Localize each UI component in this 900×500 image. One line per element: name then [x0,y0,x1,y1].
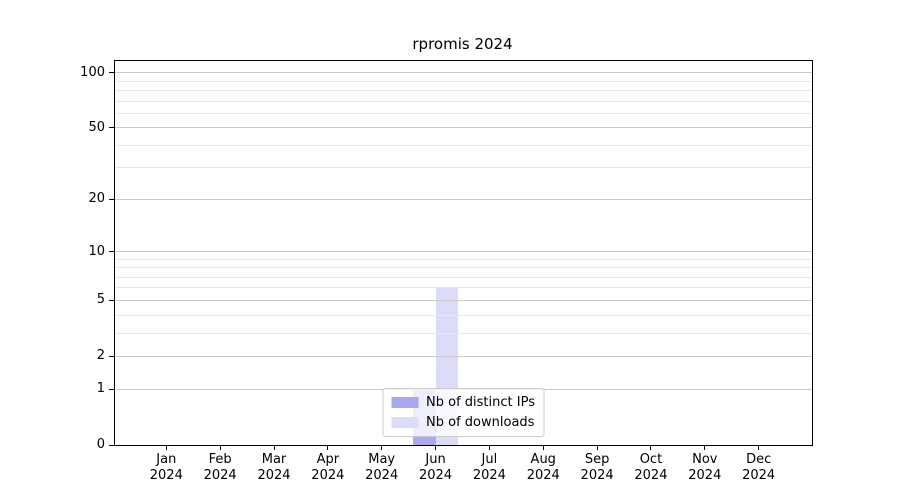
y-tick-mark [109,388,114,390]
y-tick-label: 100 [80,64,105,80]
x-tick-year: 2024 [257,468,291,483]
x-tick-year: 2024 [472,468,506,483]
x-tick-year: 2024 [365,468,399,483]
y-tick-mark [109,127,114,129]
chart-title: rpromis 2024 [412,35,513,53]
x-tick-month: Mar [261,452,287,467]
legend-swatch [391,397,419,408]
x-tick-mark [596,445,598,450]
x-tick-mark [381,445,383,450]
x-tick-month: Jun [425,452,446,467]
y-tick-mark [109,72,114,74]
x-tick-month: May [368,452,396,467]
x-tick-mark [165,445,167,450]
y-tick-label: 50 [88,119,105,135]
plot-area: 0 1 2 5 10 20 50 100 Jan 2024 Feb 2024 Mar 2024 Apr 202… [80,60,813,483]
legend-entry: Nb of downloads [391,414,535,431]
y-tick-mark [109,251,114,252]
x-tick-year: 2024 [526,468,560,483]
x-tick-mark [650,445,652,450]
x-tick-year: 2024 [634,468,668,483]
x-tick-label: Oct 2024 [623,452,679,484]
x-tick-label: Apr 2024 [300,452,356,484]
x-tick-year: 2024 [688,468,722,483]
y-tick-label: 5 [96,292,105,308]
y-tick-mark [109,355,114,357]
y-tick-mark [109,198,114,200]
legend: Nb of distinct IPs Nb of downloads [382,388,545,437]
x-tick-year: 2024 [203,468,237,483]
x-tick-mark [758,445,760,450]
y-tick-label: 0 [96,437,105,452]
x-tick-label: Sep 2024 [569,452,625,484]
x-tick-mark [542,445,544,450]
x-tick-year: 2024 [580,468,614,483]
x-tick-label: Dec 2024 [731,452,787,484]
x-tick-label: Aug 2024 [515,452,571,484]
x-tick-month: Oct [639,452,663,467]
x-tick-month: Dec [746,452,772,467]
y-tick-label: 2 [96,348,105,364]
x-tick-month: Jan [156,452,177,467]
x-tick-mark [219,445,221,450]
legend-entry: Nb of distinct IPs [391,394,535,411]
x-tick-month: Feb [208,452,232,467]
x-tick-mark [273,445,275,450]
y-tick-label: 1 [96,381,105,397]
x-tick-label: Jun 2024 [408,452,464,484]
x-tick-month: Jul [481,452,498,467]
x-tick-year: 2024 [419,468,453,483]
x-tick-month: Nov [692,452,718,467]
x-tick-month: Aug [530,452,556,467]
y-tick-mark [109,299,114,301]
x-tick-year: 2024 [311,468,345,483]
axes-ticks-layer: 0 1 2 5 10 20 50 100 Jan 2024 Feb 2024 Mar 2024 Apr 202… [80,61,812,483]
x-tick-label: Feb 2024 [192,452,248,484]
legend-swatch [391,417,419,428]
x-tick-year: 2024 [149,468,183,483]
x-tick-month: Sep [584,452,610,467]
x-tick-label: Jul 2024 [461,452,517,484]
y-tick-mark [109,444,114,446]
legend-label: Nb of distinct IPs [426,395,535,410]
x-tick-label: Mar 2024 [246,452,302,484]
x-tick-label: Jan 2024 [138,452,194,484]
x-tick-mark [704,445,706,450]
y-tick-label: 20 [88,191,105,207]
y-tick-label: 10 [88,243,105,259]
x-tick-label: May 2024 [354,452,410,484]
x-tick-year: 2024 [742,468,776,483]
x-tick-mark [435,445,437,450]
x-tick-mark [488,445,490,450]
x-tick-mark [327,445,329,450]
x-tick-label: Nov 2024 [677,452,733,484]
x-tick-month: Apr [316,452,340,467]
legend-label: Nb of downloads [426,415,535,430]
